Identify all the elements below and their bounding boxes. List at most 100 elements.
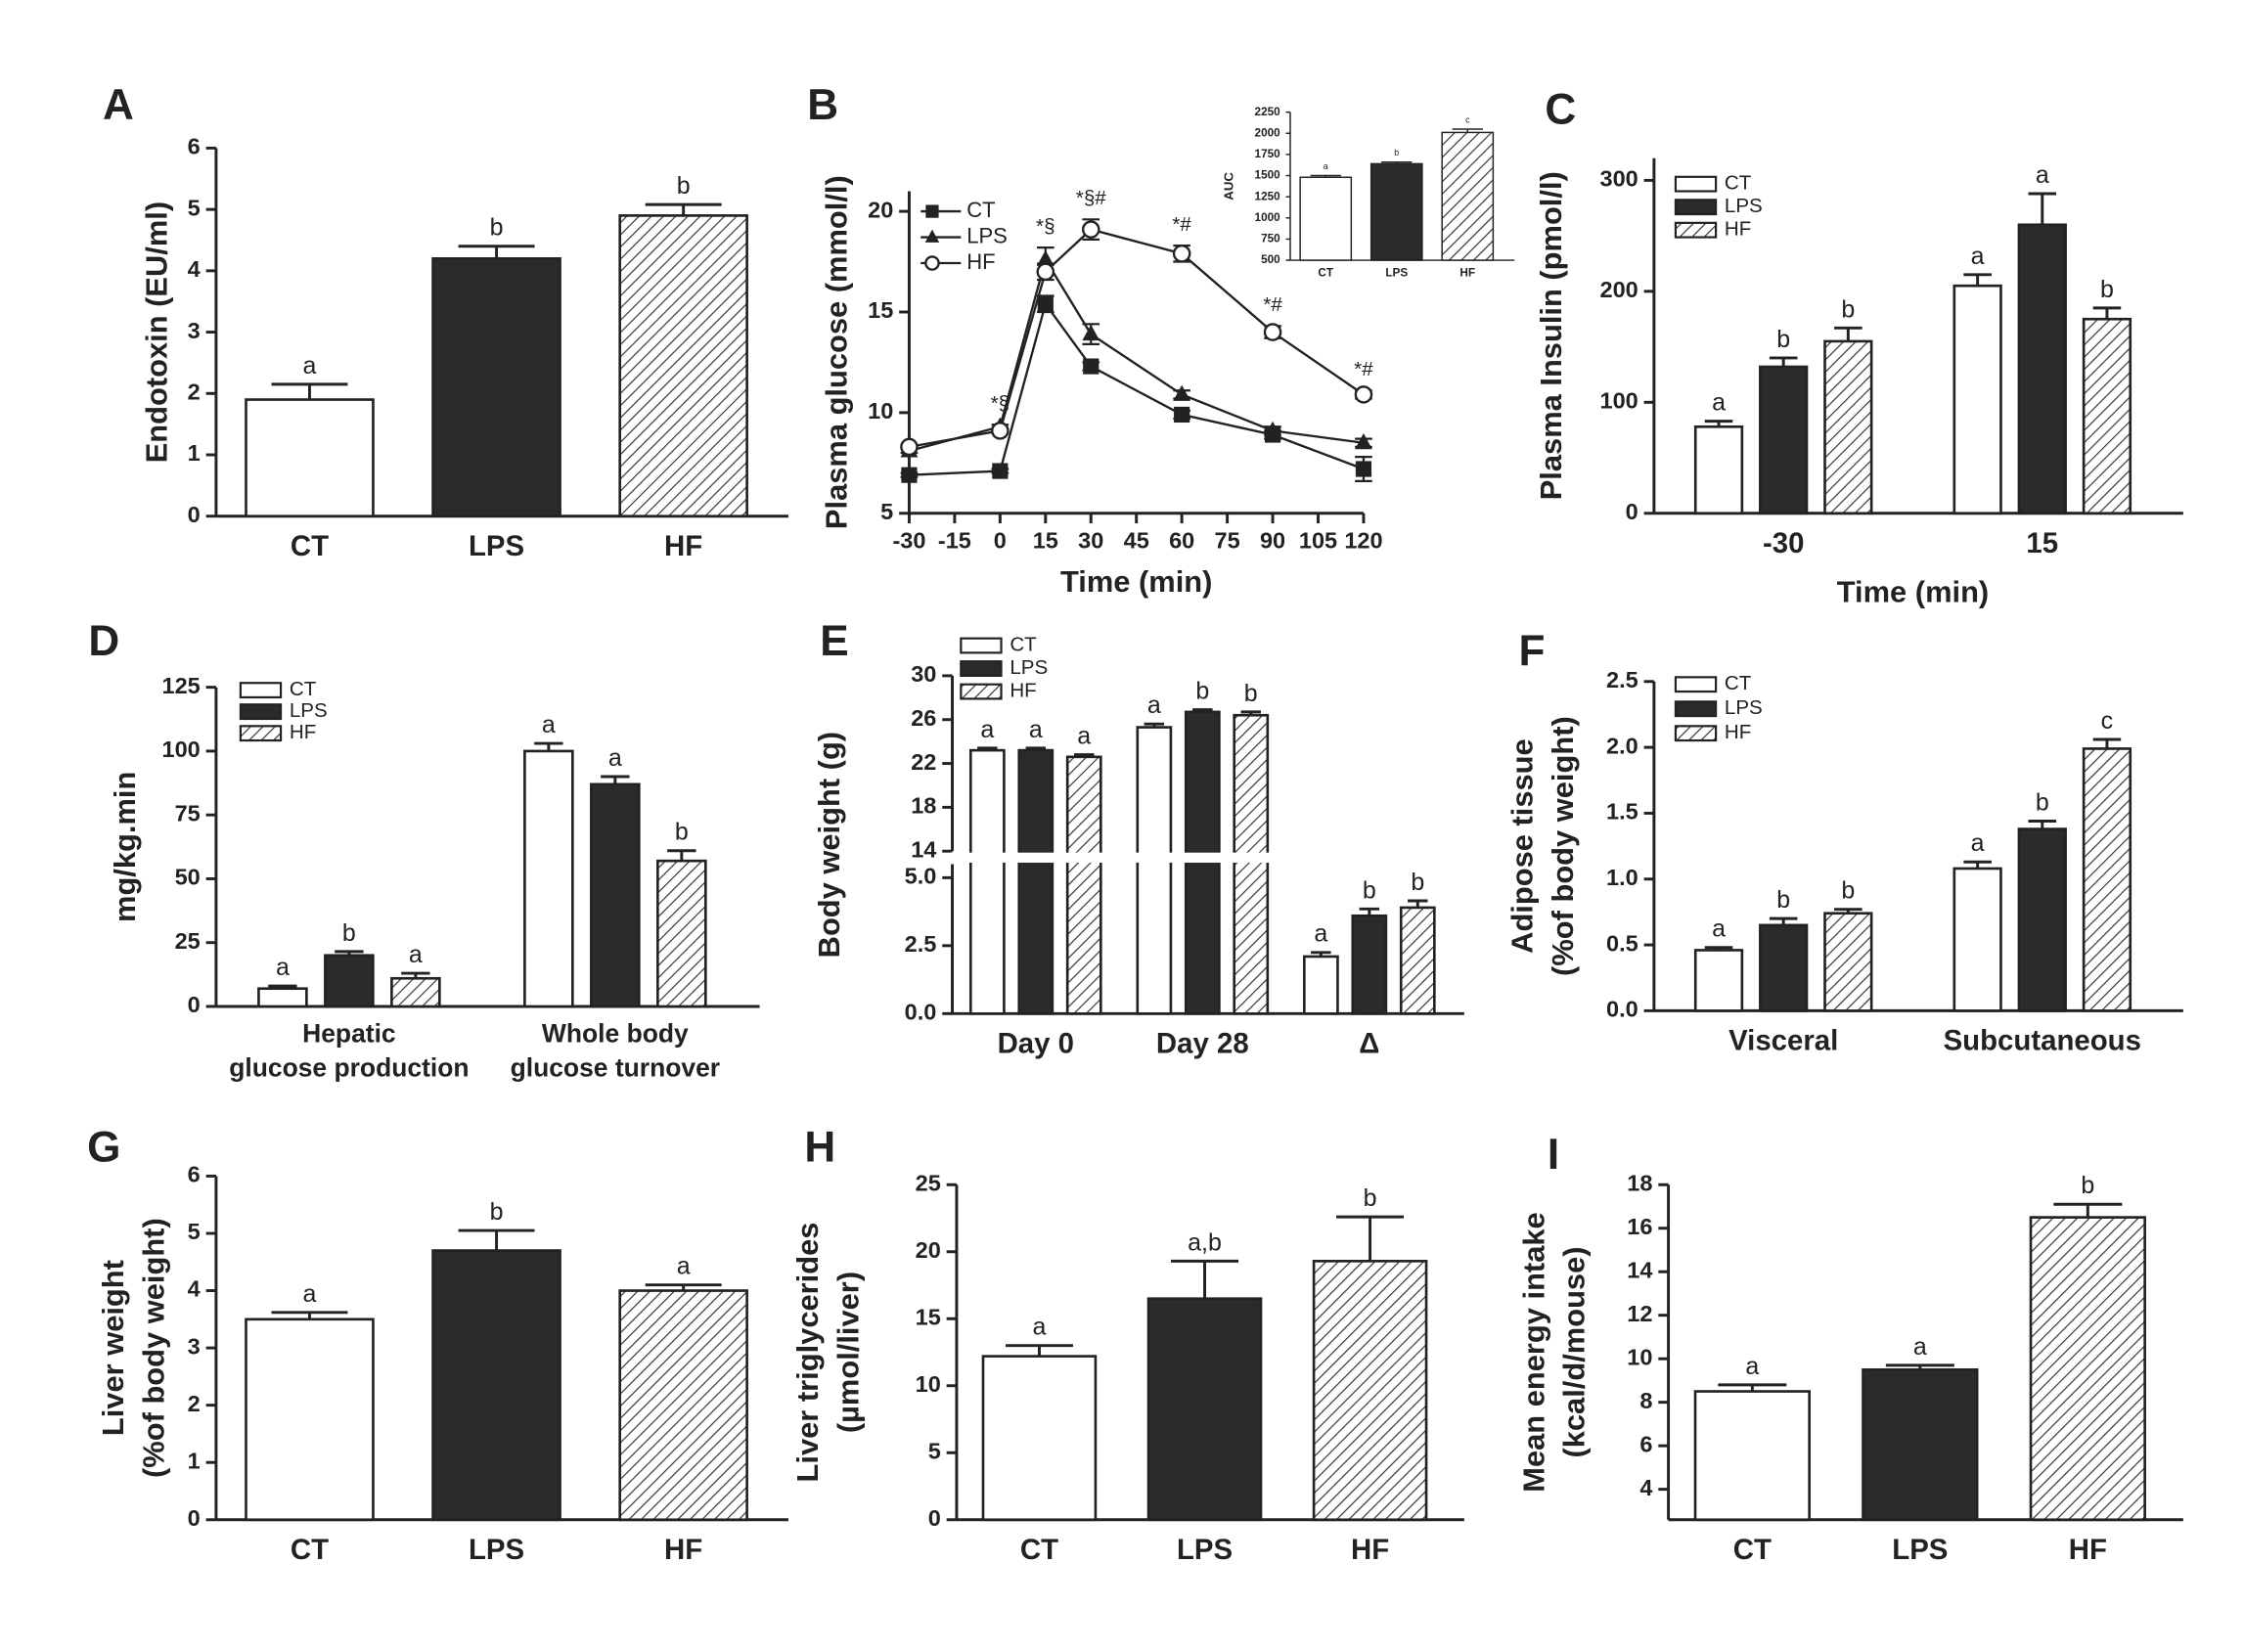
y-axis-label: Endotoxin (EU/ml)	[139, 201, 173, 463]
bar	[968, 748, 1006, 1015]
y-tick-label: 75	[175, 800, 201, 826]
point	[1354, 385, 1373, 404]
panel-label: H	[804, 1124, 835, 1172]
y-tick-label: 3	[188, 1333, 201, 1359]
error-bar	[1963, 273, 1992, 287]
bar	[2017, 827, 2067, 1012]
x-tick-label: LPS	[1177, 1534, 1233, 1566]
point	[1264, 421, 1281, 437]
bar	[245, 1317, 375, 1522]
bar	[324, 954, 375, 1008]
legend-label: CT	[1725, 672, 1752, 694]
y-tick-label: 100	[1600, 388, 1638, 414]
x-tick-label: glucose production	[229, 1053, 469, 1083]
panel-label: F	[1518, 627, 1545, 675]
point	[1036, 249, 1055, 266]
y-tick-label: 1.0	[1606, 865, 1638, 890]
y-tick-label: 12	[1627, 1301, 1652, 1326]
y-tick-label: 1	[188, 1448, 201, 1473]
y-axis-label: Mean energy intake	[1517, 1212, 1551, 1492]
group-letter: b	[490, 1198, 504, 1226]
group-letter: b	[2100, 276, 2114, 303]
panel-label: A	[103, 81, 134, 129]
x-tick-label: 15	[1033, 527, 1058, 553]
x-tick-label: Day 28	[1156, 1027, 1249, 1059]
bar	[656, 859, 707, 1008]
y-tick-label: 1250	[1255, 190, 1281, 202]
bar	[2017, 223, 2067, 515]
y-tick-label: 0	[188, 502, 201, 527]
legend-marker	[924, 255, 940, 271]
x-tick-label: 15	[2026, 527, 2058, 559]
x-tick-label: Hepatic	[302, 1018, 396, 1048]
y-tick-label: 22	[911, 749, 936, 775]
error-bar	[271, 382, 348, 400]
y-tick-label: 1.5	[1606, 799, 1638, 825]
point	[991, 422, 1010, 440]
x-tick-label: 75	[1215, 527, 1240, 553]
x-tick-label: HF	[1459, 266, 1475, 279]
y-tick-label: 300	[1600, 166, 1638, 192]
y-tick-label: 5	[880, 499, 893, 524]
group-letter: b	[1841, 877, 1855, 905]
x-tick-label: 45	[1124, 527, 1149, 553]
legend-label: LPS	[1725, 696, 1763, 719]
x-tick-label: -15	[938, 527, 971, 553]
group-letter: b	[342, 919, 356, 947]
group-letter: a	[1147, 692, 1161, 719]
legend-swatch	[1674, 676, 1718, 693]
x-tick-label: -30	[892, 527, 925, 553]
bar	[1441, 131, 1495, 261]
bar	[1693, 1390, 1811, 1522]
y-tick-label: 0.0	[905, 1000, 937, 1025]
legend-label: HF	[1010, 679, 1036, 701]
y-tick-label: 0	[188, 1505, 201, 1531]
legend-swatch	[239, 682, 283, 699]
group-letter: b	[2081, 1172, 2094, 1199]
error-bar	[458, 245, 535, 259]
bar	[523, 749, 574, 1008]
point	[1355, 461, 1372, 477]
bar	[245, 398, 375, 518]
y-tick-label: 10	[916, 1371, 941, 1397]
legend-label: LPS	[966, 223, 1008, 247]
group-letter: b	[1364, 1184, 1377, 1212]
bar	[1146, 1297, 1263, 1522]
group-letter: b	[1776, 326, 1790, 353]
significance-label: *#	[1354, 358, 1373, 380]
legend-label: LPS	[1010, 656, 1048, 679]
y-tick-label: 16	[1627, 1214, 1652, 1239]
y-tick-label: 5	[188, 1219, 201, 1244]
line	[909, 256, 1365, 453]
error-bar	[2028, 820, 2057, 829]
y-tick-label: 4	[1639, 1475, 1652, 1500]
group-letter: a	[1077, 723, 1091, 750]
y-tick-label: 2250	[1255, 106, 1281, 118]
x-tick-label: Whole body	[542, 1018, 689, 1048]
group-letter: a	[303, 1280, 317, 1308]
x-tick-label: LPS	[1892, 1534, 1948, 1566]
y-tick-label: 5.0	[905, 864, 937, 889]
point	[1174, 406, 1190, 424]
legend-label: CT	[1725, 172, 1752, 195]
significance-label: *§	[991, 392, 1010, 415]
bar	[1862, 1367, 1979, 1522]
x-tick-label: LPS	[1385, 266, 1408, 279]
error-bar	[2092, 737, 2122, 749]
significance-label: *§#	[1076, 187, 1106, 209]
bar	[2029, 1216, 2146, 1522]
bar	[2082, 317, 2132, 515]
y-axis-label: (µmol/liver)	[830, 1272, 865, 1433]
x-tick-label: Visceral	[1728, 1024, 1838, 1056]
x-tick-label: 0	[994, 527, 1007, 553]
group-letter: a	[303, 352, 317, 380]
y-tick-label: 0.5	[1606, 930, 1638, 956]
group-letter: a	[608, 744, 622, 772]
bar	[981, 1355, 1098, 1522]
group-letter: a	[980, 716, 994, 743]
y-axis-label: Body weight (g)	[812, 732, 846, 958]
y-tick-label: 2000	[1255, 126, 1281, 139]
y-axis-label: (%of body weight)	[136, 1218, 170, 1478]
bar	[431, 1249, 561, 1522]
y-axis-label: (kcal/d/mouse)	[1557, 1246, 1592, 1457]
